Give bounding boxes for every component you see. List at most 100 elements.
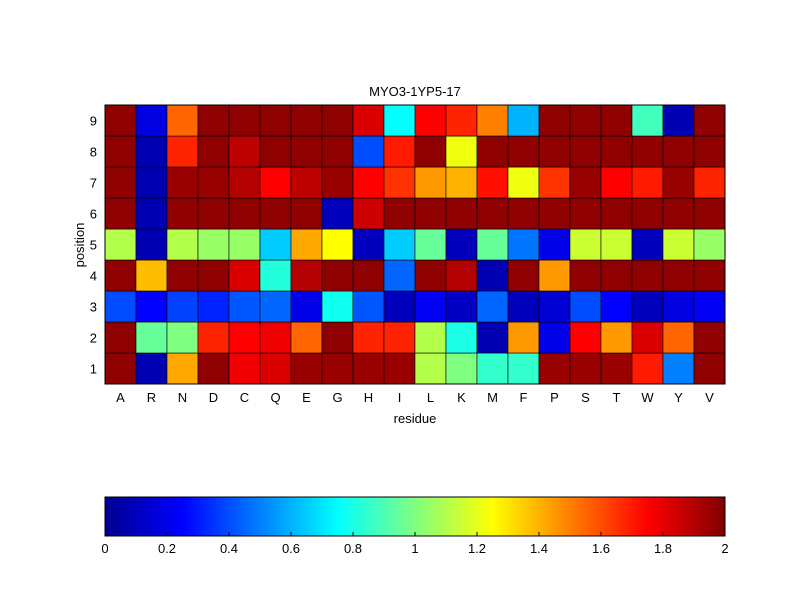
heatmap-cell-I-5 xyxy=(383,228,416,261)
heatmap-cell-N-5 xyxy=(166,228,199,261)
heatmap-cell-M-3 xyxy=(476,290,509,323)
heatmap-cell-T-9 xyxy=(600,104,633,137)
x-tick-label: K xyxy=(457,390,466,405)
heatmap-cell-C-4 xyxy=(228,259,261,292)
heatmap-cell-T-3 xyxy=(600,290,633,323)
heatmap-cell-Q-2 xyxy=(259,321,292,354)
heatmap-cell-N-9 xyxy=(166,104,199,137)
heatmap-cell-I-7 xyxy=(383,166,416,199)
heatmap-cell-V-9 xyxy=(693,104,726,137)
heatmap-cell-F-7 xyxy=(507,166,540,199)
heatmap-cell-A-4 xyxy=(104,259,137,292)
heatmap-cell-Y-2 xyxy=(662,321,695,354)
heatmap-cell-K-3 xyxy=(445,290,478,323)
heatmap-cell-Q-1 xyxy=(259,352,292,385)
heatmap-cell-H-5 xyxy=(352,228,385,261)
x-tick-label: S xyxy=(581,390,590,405)
heatmap-cell-R-9 xyxy=(135,104,168,137)
heatmap-cell-Q-4 xyxy=(259,259,292,292)
y-tick-label: 9 xyxy=(90,114,97,129)
heatmap-cell-S-2 xyxy=(569,321,602,354)
heatmap-cell-K-7 xyxy=(445,166,478,199)
heatmap-cell-P-3 xyxy=(538,290,571,323)
x-tick-label: L xyxy=(427,390,434,405)
heatmap-cell-V-3 xyxy=(693,290,726,323)
heatmap-cell-K-5 xyxy=(445,228,478,261)
colorbar-tick-label: 1.6 xyxy=(592,541,610,556)
heatmap-cell-Q-5 xyxy=(259,228,292,261)
heatmap-cell-P-5 xyxy=(538,228,571,261)
colorbar-tick-label: 0.6 xyxy=(282,541,300,556)
colorbar-ticks: 0 0.2 0.4 0.6 0.8 1 1.2 1.4 1.6 1.8 2 xyxy=(101,532,729,556)
heatmap-cell-S-5 xyxy=(569,228,602,261)
heatmap-cell-R-7 xyxy=(135,166,168,199)
heatmap-cell-H-7 xyxy=(352,166,385,199)
heatmap-cell-S-3 xyxy=(569,290,602,323)
heatmap-cell-K-6 xyxy=(445,197,478,230)
heatmap-cell-H-3 xyxy=(352,290,385,323)
x-tick-label: M xyxy=(487,390,498,405)
heatmap-cell-I-3 xyxy=(383,290,416,323)
heatmap-cell-W-1 xyxy=(631,352,664,385)
heatmap-cell-D-3 xyxy=(197,290,230,323)
x-tick-label: D xyxy=(209,390,218,405)
heatmap-cell-H-1 xyxy=(352,352,385,385)
y-axis-label: position xyxy=(72,223,87,268)
heatmap-cell-P-8 xyxy=(538,135,571,168)
heatmap-cell-K-8 xyxy=(445,135,478,168)
colorbar-tick-label: 2 xyxy=(721,541,728,556)
y-tick-label: 8 xyxy=(90,145,97,160)
heatmap-cell-N-6 xyxy=(166,197,199,230)
heatmap-cell-N-1 xyxy=(166,352,199,385)
heatmap-cell-D-1 xyxy=(197,352,230,385)
heatmap-cell-F-9 xyxy=(507,104,540,137)
heatmap-cell-C-7 xyxy=(228,166,261,199)
colorbar-tick-label: 1.2 xyxy=(468,541,486,556)
heatmap-cell-I-9 xyxy=(383,104,416,137)
heatmap-cell-L-4 xyxy=(414,259,447,292)
heatmap-cell-R-5 xyxy=(135,228,168,261)
heatmap-cell-T-8 xyxy=(600,135,633,168)
heatmap-cell-W-7 xyxy=(631,166,664,199)
heatmap-cell-L-2 xyxy=(414,321,447,354)
heatmap-cell-L-1 xyxy=(414,352,447,385)
x-tick-label: H xyxy=(364,390,373,405)
heatmap-cell-I-2 xyxy=(383,321,416,354)
heatmap-cell-L-6 xyxy=(414,197,447,230)
heatmap-cell-S-6 xyxy=(569,197,602,230)
heatmap-cell-H-6 xyxy=(352,197,385,230)
x-tick-label: V xyxy=(705,390,714,405)
heatmap-cell-Q-6 xyxy=(259,197,292,230)
colorbar-tick-label: 0 xyxy=(101,541,108,556)
heatmap-cell-A-2 xyxy=(104,321,137,354)
heatmap-cell-R-2 xyxy=(135,321,168,354)
heatmap-cell-V-5 xyxy=(693,228,726,261)
y-tick-label: 5 xyxy=(90,238,97,253)
heatmap-cell-W-8 xyxy=(631,135,664,168)
heatmap-cell-Y-3 xyxy=(662,290,695,323)
heatmap-cell-P-1 xyxy=(538,352,571,385)
heatmap-cell-H-8 xyxy=(352,135,385,168)
y-tick-label: 4 xyxy=(90,269,97,284)
heatmap-cell-L-8 xyxy=(414,135,447,168)
heatmap-cell-M-1 xyxy=(476,352,509,385)
heatmap-cell-W-2 xyxy=(631,321,664,354)
heatmap-cell-L-3 xyxy=(414,290,447,323)
heatmap-cell-G-6 xyxy=(321,197,354,230)
x-tick-label: W xyxy=(641,390,654,405)
heatmap-cell-L-5 xyxy=(414,228,447,261)
heatmap-cell-R-6 xyxy=(135,197,168,230)
heatmap-cell-G-4 xyxy=(321,259,354,292)
heatmap-cell-G-2 xyxy=(321,321,354,354)
colorbar xyxy=(104,496,726,537)
heatmap-cell-H-9 xyxy=(352,104,385,137)
heatmap-cell-A-6 xyxy=(104,197,137,230)
x-tick-label: G xyxy=(332,390,342,405)
heatmap-cell-Y-4 xyxy=(662,259,695,292)
x-tick-label: E xyxy=(302,390,311,405)
heatmap-cell-V-4 xyxy=(693,259,726,292)
heatmap-cell-Q-7 xyxy=(259,166,292,199)
y-tick-labels: 1 2 3 4 5 6 7 8 9 xyxy=(90,114,97,377)
heatmap-cell-L-9 xyxy=(414,104,447,137)
x-tick-label: N xyxy=(178,390,187,405)
